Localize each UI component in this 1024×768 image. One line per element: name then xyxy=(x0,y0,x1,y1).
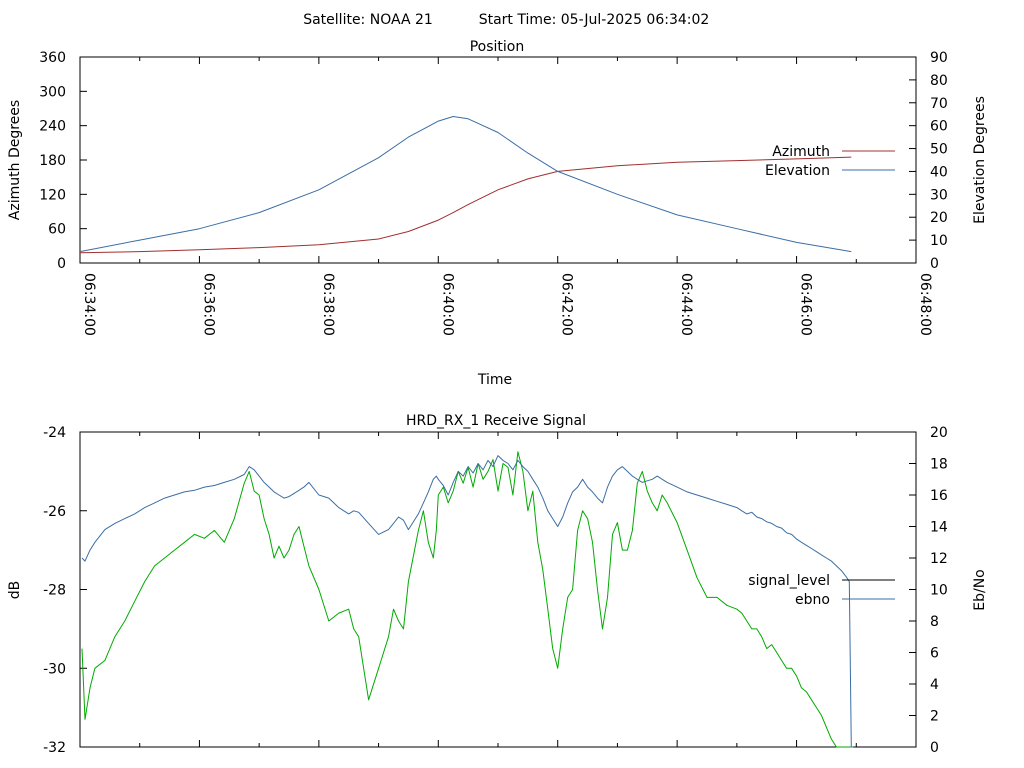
signal-plot-frame xyxy=(79,431,917,748)
x-tick-label: 06:40:00 xyxy=(439,273,455,336)
y2-tick-label: 12 xyxy=(930,551,948,567)
y-tick-label: -24 xyxy=(43,425,66,441)
y2-tick-label: 40 xyxy=(930,164,948,180)
position-chart: Position 06:34:00 06:36:00 06:38:00 06:40:0… xyxy=(7,39,988,388)
y2-tick-label: 70 xyxy=(930,96,948,112)
series-line-Elevation xyxy=(79,116,852,253)
y2-tick-label: 30 xyxy=(930,187,948,203)
position-title: Position xyxy=(470,39,525,55)
y2-tick-label: 18 xyxy=(930,457,948,473)
legend-label-azimuth: Azimuth xyxy=(772,144,830,160)
y2-tick-label: 90 xyxy=(930,50,948,66)
legend-label-ebno: ebno xyxy=(795,592,830,608)
y-tick-label: 60 xyxy=(48,222,66,238)
series-line-ebno xyxy=(81,455,854,748)
x-tick-label: 06:42:00 xyxy=(559,273,575,336)
signal-legend: signal_level ebno xyxy=(748,573,895,608)
y2-tick-label: 14 xyxy=(930,520,948,536)
y2-tick-label: 16 xyxy=(930,488,948,504)
y2-tick-label: 20 xyxy=(930,210,948,226)
y-tick-label: -26 xyxy=(43,504,66,520)
y2-tick-label: 20 xyxy=(930,425,948,441)
satellite-label: Satellite: NOAA 21 xyxy=(303,12,433,28)
position-legend: Azimuth Elevation xyxy=(765,144,895,179)
position-y-label: Azimuth Degrees xyxy=(7,100,23,220)
y-tick-label: 300 xyxy=(39,84,66,100)
y-tick-label: 180 xyxy=(39,153,66,169)
y-tick-label: -28 xyxy=(43,583,66,599)
signal-y-label: dB xyxy=(7,581,23,600)
signal-title: HRD_RX_1 Receive Signal xyxy=(406,413,586,429)
y2-tick-label: 0 xyxy=(930,740,939,756)
start-time-label: Start Time: 05-Jul-2025 06:34:02 xyxy=(479,12,710,28)
y2-tick-label: 4 xyxy=(930,677,939,693)
y2-tick-label: 60 xyxy=(930,119,948,135)
y2-tick-label: 10 xyxy=(930,583,948,599)
signal-y2-label: Eb/No xyxy=(972,569,988,611)
y-tick-label: 0 xyxy=(57,256,66,272)
y2-tick-label: 10 xyxy=(930,233,948,249)
x-tick-label: 06:34:00 xyxy=(81,273,97,336)
y2-tick-label: 8 xyxy=(930,614,939,630)
y2-tick-label: 6 xyxy=(930,646,939,662)
x-tick-label: 06:48:00 xyxy=(917,273,933,336)
x-tick-label: 06:36:00 xyxy=(200,273,216,336)
y2-tick-label: 80 xyxy=(930,73,948,89)
y2-tick-label: 0 xyxy=(930,256,939,272)
position-y2-label: Elevation Degrees xyxy=(972,96,988,224)
y-tick-label: -30 xyxy=(43,661,66,677)
y2-tick-label: 50 xyxy=(930,142,948,158)
y-tick-label: -32 xyxy=(43,740,66,756)
x-tick-label: 06:38:00 xyxy=(320,273,336,336)
position-x-label: Time xyxy=(477,372,512,388)
series-line-Azimuth xyxy=(79,156,852,254)
legend-label-signal-level: signal_level xyxy=(748,573,830,589)
legend-label-elevation: Elevation xyxy=(765,163,830,179)
x-tick-label: 06:44:00 xyxy=(678,273,694,336)
y-tick-label: 360 xyxy=(39,50,66,66)
y2-tick-label: 2 xyxy=(930,709,939,725)
series-line-signal-level xyxy=(81,451,854,748)
x-tick-label: 06:46:00 xyxy=(798,273,814,336)
position-plot-frame xyxy=(79,56,917,264)
signal-chart: HRD_RX_1 Receive Signal -24 -26 -28 -30 -32 0… xyxy=(7,413,988,756)
y-tick-label: 240 xyxy=(39,119,66,135)
y-tick-label: 120 xyxy=(39,187,66,203)
